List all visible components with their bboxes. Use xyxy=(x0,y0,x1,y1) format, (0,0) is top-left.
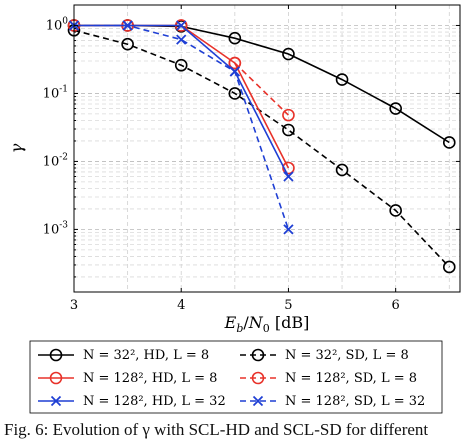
data-point xyxy=(122,20,133,31)
chart-series xyxy=(67,19,456,274)
legend-item: N = 128², HD, L = 8 xyxy=(38,371,217,386)
legend-item: N = 128², SD, L = 8 xyxy=(240,371,417,386)
legend-label: N = 128², HD, L = 8 xyxy=(83,371,217,386)
legend-label: N = 32², HD, L = 8 xyxy=(83,348,209,363)
data-point xyxy=(176,20,187,31)
y-tick-label: 10-2 xyxy=(43,152,68,169)
data-point xyxy=(283,171,294,182)
y-tick-label: 10-1 xyxy=(43,84,68,101)
data-point xyxy=(229,66,240,77)
legend-label: N = 128², SD, L = 32 xyxy=(285,394,425,409)
data-point xyxy=(282,47,295,61)
data-point xyxy=(389,204,402,217)
x-tick-label: 3 xyxy=(70,298,78,313)
legend-box xyxy=(29,340,443,414)
figure-caption: Fig. 6: Evolution of γ with SCL-HD and S… xyxy=(4,420,429,439)
legend-label: N = 32², SD, L = 8 xyxy=(285,348,409,363)
series-3 xyxy=(228,56,295,122)
legend-swatch-marker xyxy=(50,395,62,407)
data-point xyxy=(335,163,349,177)
data-point xyxy=(442,260,456,274)
axis-ticks: 3 4 5 6 100 10-1 10-2 10-3 xyxy=(43,4,460,313)
x-tick-label: 4 xyxy=(177,298,185,313)
legend-item: N = 128², HD, L = 32 xyxy=(38,394,226,409)
data-point xyxy=(228,87,242,100)
legend-label: N = 128², SD, L = 8 xyxy=(285,371,417,386)
data-point xyxy=(228,56,242,70)
series-line xyxy=(73,29,450,268)
data-point xyxy=(121,37,134,51)
legend-item: N = 32², HD, L = 8 xyxy=(38,348,209,363)
legend-swatch-marker xyxy=(49,348,63,362)
data-point xyxy=(282,108,295,122)
y-axis-label: γ xyxy=(7,143,26,153)
series-line xyxy=(74,24,290,230)
data-point xyxy=(389,102,402,115)
legend-swatch-marker xyxy=(251,348,265,362)
legend-swatch-marker xyxy=(251,371,265,385)
data-point xyxy=(282,123,295,137)
legend-swatch-marker xyxy=(49,371,63,385)
data-point xyxy=(282,161,295,175)
legend-swatch-marker xyxy=(252,395,264,407)
plot-frame xyxy=(73,4,461,293)
series-line xyxy=(234,62,289,116)
data-point xyxy=(176,34,187,45)
legend-label: N = 128², HD, L = 32 xyxy=(83,394,226,409)
y-tick-label: 100 xyxy=(46,16,69,33)
data-point xyxy=(283,224,294,235)
x-axis-label: Eb/N0 [dB] xyxy=(224,313,310,335)
series-1 xyxy=(67,23,456,274)
legend: N = 32², HD, L = 8 N = 32², SD, L = 8 N = … xyxy=(29,340,443,414)
data-point xyxy=(174,58,188,72)
legend-item: N = 128², SD, L = 32 xyxy=(240,394,425,409)
legend-item: N = 32², SD, L = 8 xyxy=(240,348,409,363)
data-point xyxy=(335,73,349,86)
y-tick-label: 10-3 xyxy=(43,220,69,237)
x-tick-label: 5 xyxy=(284,298,292,313)
data-point xyxy=(442,136,456,149)
data-point xyxy=(228,31,242,45)
x-tick-label: 6 xyxy=(392,298,400,313)
